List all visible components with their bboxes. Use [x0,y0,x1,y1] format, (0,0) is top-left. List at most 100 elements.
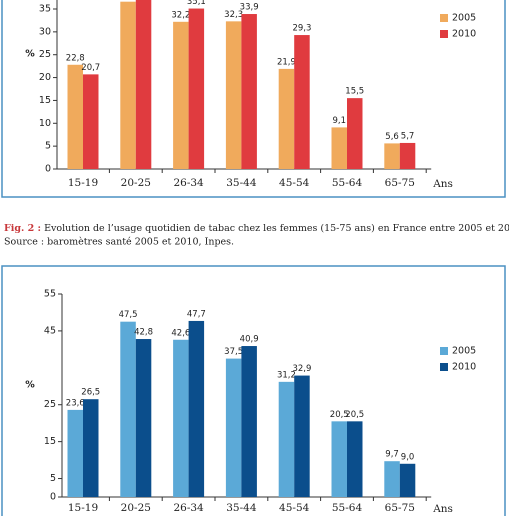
bar [347,421,363,497]
caption: Fig. 2 : Evolution de l’usage quotidien … [4,223,509,234]
value-label: 47,5 [119,310,138,320]
x-tick-label: 20-25 [121,502,151,514]
value-label: 23,6 [66,398,85,408]
value-label: 5,6 [385,132,399,142]
value-label: 32,9 [292,364,311,374]
bar [399,142,416,169]
value-label: 9,1 [332,116,346,126]
x-axis-label: Ans [432,503,453,515]
y-tick-label: 5 [50,473,56,484]
legend-label: 2010 [452,362,476,373]
value-label: 47,7 [187,309,206,319]
bar [188,320,205,497]
bar [384,461,400,497]
value-label: 21,9 [277,57,296,67]
x-tick-label: 15-19 [68,177,98,189]
y-tick-label: 25 [39,49,51,60]
x-tick-label: 35-44 [226,177,257,189]
value-label: 9,0 [401,452,415,462]
x-tick-label: 65-75 [385,177,415,189]
value-label: 32,3 [224,10,243,20]
x-tick-label: 26-34 [173,177,204,189]
y-tick-label: 20 [39,72,51,83]
legend-label: 2010 [452,29,476,40]
bar [384,143,400,169]
bar [225,358,242,497]
value-label: 9,7 [385,450,399,460]
bar [67,409,83,497]
value-label: 35,1 [187,0,206,7]
value-label: 32,2 [171,10,190,20]
bar [278,381,295,497]
x-tick-label: 35-44 [226,502,257,514]
legend-label: 2005 [452,13,476,24]
x-tick-label: 55-64 [332,177,363,189]
y-tick-label: 55 [44,289,56,300]
value-label: 15,5 [345,87,364,97]
x-tick-label: 55-64 [332,502,363,514]
bar [331,127,347,169]
y-axis-label: % [25,380,35,391]
bar [241,14,257,170]
bar [67,64,83,169]
x-axis-label: Ans [432,178,453,190]
value-label: 22,8 [66,53,85,63]
bar [399,463,416,497]
bar [294,35,310,169]
caption-text: Evolution de l’usage quotidien de tabac … [44,223,509,234]
caption-source: Source : baromètres santé 2005 et 2010, … [4,237,234,248]
y-axis-label: % [25,49,35,60]
x-tick-label: 45-54 [279,502,310,514]
y-tick-label: 30 [39,26,51,37]
y-tick-label: 0 [45,164,51,175]
bar [83,399,99,497]
bar [83,74,99,169]
y-tick-label: 25 [44,399,56,410]
y-tick-label: 10 [39,118,51,129]
bar [278,68,295,169]
bar [225,21,242,169]
bar [120,1,136,169]
x-tick-label: 26-34 [173,502,204,514]
value-label: 20,7 [81,63,100,73]
value-label: 20,5 [345,410,364,420]
legend-swatch [440,363,448,371]
bar [294,375,310,497]
value-label: 42,6 [171,328,190,338]
value-label: 37,5 [224,347,243,357]
bar [135,339,152,497]
x-tick-label: 65-75 [385,502,415,514]
x-tick-label: 45-54 [279,177,310,189]
value-label: 40,9 [240,335,259,345]
bar [331,421,347,497]
legend-swatch [440,30,448,38]
y-tick-label: 15 [44,436,56,447]
value-label: 31,2 [277,370,296,380]
x-tick-label: 15-19 [68,502,98,514]
value-label: 33,9 [240,3,259,13]
y-tick-label: 15 [39,95,51,106]
y-tick-label: 35 [39,4,51,15]
legend-swatch [440,347,448,355]
bar [120,321,136,497]
y-tick-label: 45 [44,325,56,336]
bar [347,98,363,169]
y-tick-label: 5 [45,141,51,152]
chart-frame [1,0,506,198]
chart-frame [1,265,506,516]
bar [173,339,189,497]
bar [188,8,205,169]
y-tick-label: 0 [50,492,56,503]
legend-label: 2005 [452,346,476,357]
bar [173,21,189,169]
value-label: 29,3 [292,24,311,34]
value-label: 5,7 [401,131,415,141]
caption-label: Fig. 2 : [4,223,41,234]
bar [241,346,257,497]
legend-swatch [440,14,448,22]
value-label: 42,8 [134,328,153,338]
value-label: 20,5 [330,410,349,420]
value-label: 26,5 [81,388,100,398]
